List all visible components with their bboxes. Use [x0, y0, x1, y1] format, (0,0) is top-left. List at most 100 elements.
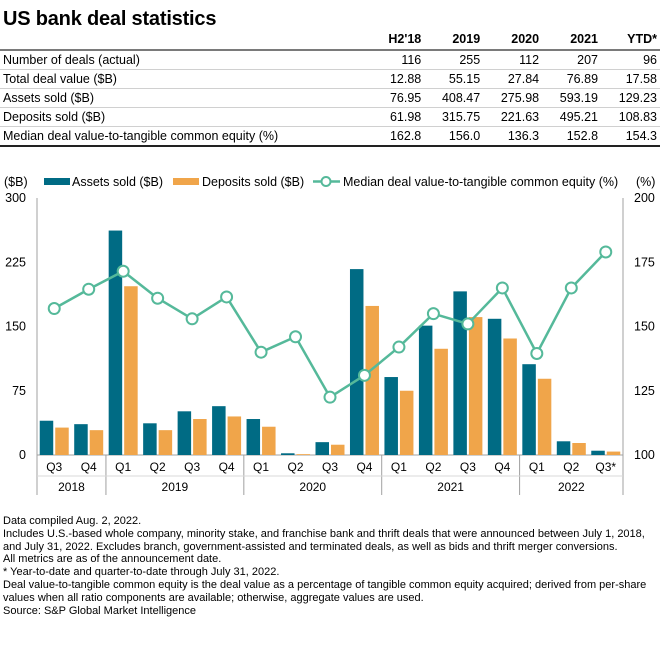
x-tick-label: Q2: [425, 460, 441, 474]
row-label: Assets sold ($B): [0, 88, 375, 108]
table-cell: 154.3: [601, 126, 660, 147]
x-tick-label: Q2: [288, 460, 304, 474]
legend-swatch-deposits: [173, 178, 199, 185]
row-label: Median deal value-to-tangible common equ…: [0, 126, 375, 147]
table-cell: 112: [483, 50, 543, 70]
table-cell: 76.89: [542, 69, 602, 89]
x-tick-label: Q3: [46, 460, 62, 474]
table-cell: 221.63: [483, 107, 543, 127]
x-tick-label: Q1: [115, 460, 131, 474]
legend-swatch-assets: [44, 178, 70, 185]
bar-deposits: [365, 305, 379, 455]
table-header-2020: 2020: [483, 30, 543, 51]
page-title: US bank deal statistics: [3, 8, 217, 30]
footnotes: Data compiled Aug. 2, 2022. Includes U.S.…: [3, 515, 658, 617]
y-axis-unit-left: ($B): [4, 175, 28, 189]
legend-label-assets: Assets sold ($B): [72, 175, 163, 189]
table-cell: 207: [542, 50, 602, 70]
y-tick-label-right: 100: [634, 448, 655, 462]
table-cell: 315.75: [424, 107, 484, 127]
line-point-median: [357, 368, 371, 382]
y-tick-label-left: 150: [5, 320, 26, 334]
line-point-median: [82, 282, 96, 296]
bar-assets: [315, 442, 329, 455]
bar-assets: [453, 291, 467, 455]
legend-label-deposits: Deposits sold ($B): [202, 175, 304, 189]
footnote: All metrics are as of the announcement d…: [3, 553, 222, 566]
y-tick-label-right: 125: [634, 384, 655, 398]
line-point-median: [530, 346, 544, 360]
table-cell: 162.8: [374, 126, 425, 147]
line-point-median: [289, 330, 303, 344]
bar-assets: [212, 406, 226, 455]
bar-assets: [349, 269, 364, 455]
x-tick-label: Q1: [529, 460, 545, 474]
line-point-median: [426, 307, 440, 321]
row-label: Total deal value ($B): [0, 69, 375, 89]
table-row: Total deal value ($B) 12.88 55.15 27.84 76.8…: [0, 69, 660, 89]
footnote: Includes U.S.-based whole company, minor…: [3, 527, 645, 553]
year-group-label: 2019: [162, 480, 189, 494]
x-tick-label: Q1: [391, 460, 407, 474]
table-cell: 495.21: [542, 107, 602, 127]
combo-chart: ($B) Assets sold ($B) Deposits sold ($B) Me…: [4, 175, 655, 495]
y-tick-label-left: 75: [12, 384, 26, 398]
table-cell: 27.84: [483, 69, 543, 89]
line-point-median: [116, 264, 130, 278]
x-tick-label: Q3: [460, 460, 476, 474]
bar-assets: [591, 450, 605, 455]
footnote: * Year-to-date and quarter-to-date throu…: [3, 566, 280, 579]
table-cell: 116: [374, 50, 425, 70]
bar-deposits: [537, 378, 552, 455]
x-tick-label: Q1: [253, 460, 269, 474]
table-header-label: [0, 30, 375, 51]
legend-label-median: Median deal value-to-tangible common equ…: [343, 175, 618, 189]
x-tick-label: Q4: [219, 460, 235, 474]
bar-assets: [143, 423, 157, 455]
bar-deposits: [193, 419, 207, 455]
y-tick-label-left: 225: [5, 255, 26, 269]
x-tick-label: Q3: [322, 460, 338, 474]
y-tick-label-left: 300: [5, 191, 26, 205]
table-cell: 255: [424, 50, 484, 70]
bar-deposits: [399, 390, 414, 455]
bar-assets: [556, 441, 571, 455]
y-tick-label-right: 150: [634, 320, 655, 334]
table-header-row: H2'18 2019 2020 2021 YTD*: [0, 30, 660, 51]
x-tick-label: Q2: [150, 460, 166, 474]
bar-deposits: [468, 317, 483, 455]
y-tick-label-left: 0: [19, 448, 26, 462]
line-point-median: [323, 390, 337, 404]
bar-assets: [74, 424, 88, 455]
bar-deposits: [331, 444, 345, 455]
bar-assets: [384, 377, 398, 455]
table-header-2019: 2019: [424, 30, 484, 51]
line-point-median: [564, 281, 578, 295]
footnote: Source: S&P Global Market Intelligence: [3, 604, 197, 617]
table-cell: 108.83: [601, 107, 660, 127]
table-cell: 593.19: [542, 88, 602, 108]
bar-assets: [418, 325, 433, 455]
line-point-median: [495, 281, 509, 295]
bar-deposits: [606, 451, 621, 455]
footnote: Deal value-to-tangible common equity is …: [3, 578, 647, 604]
line-point-median: [392, 340, 406, 354]
y-tick-label-right: 200: [634, 191, 655, 205]
bar-deposits: [124, 286, 138, 455]
table-cell: 129.23: [601, 88, 660, 108]
bar-deposits: [262, 426, 276, 455]
line-point-median: [185, 312, 199, 326]
bar-deposits: [158, 430, 173, 455]
bar-deposits: [572, 443, 586, 455]
bar-assets: [487, 318, 502, 455]
bar-deposits: [55, 427, 69, 455]
x-tick-label: Q3*: [595, 460, 616, 474]
table-cell: 152.8: [542, 126, 602, 147]
stats-table: H2'18 2019 2020 2021 YTD* Number of deal…: [0, 30, 660, 147]
table-header-ytd: YTD*: [601, 30, 660, 51]
line-point-median: [151, 291, 165, 305]
table-cell: 55.15: [424, 69, 484, 89]
table-cell: 408.47: [424, 88, 484, 108]
x-tick-label: Q4: [494, 460, 510, 474]
table-header-2021: 2021: [542, 30, 602, 51]
